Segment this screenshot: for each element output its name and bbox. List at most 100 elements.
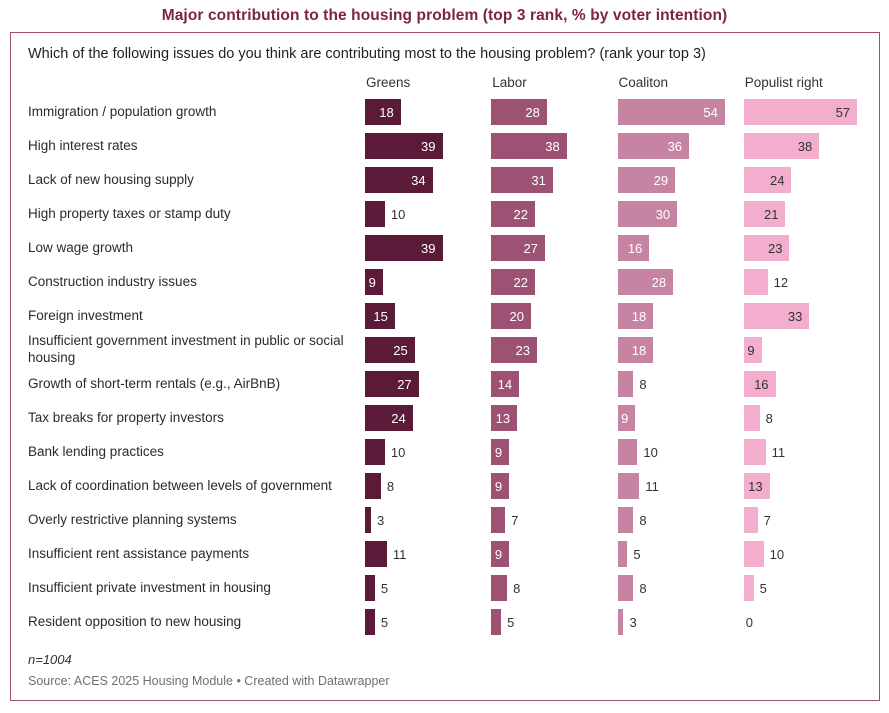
bar-coaliton: 18 [617, 337, 654, 363]
bar-populist-right: 21 [743, 201, 786, 227]
table-row: Lack of new housing supply 34 31 29 24 [28, 163, 863, 197]
chart-footer: n=1004 Source: ACES 2025 Housing Module … [28, 652, 863, 688]
bar-cell-labor: 9 [491, 435, 610, 469]
bar-greens: 24 [365, 405, 413, 431]
table-row: Foreign investment 15 20 18 33 [28, 299, 863, 333]
bar-greens: 15 [365, 303, 395, 329]
table-row: Bank lending practices 10 9 10 11 [28, 435, 863, 469]
bar-labor [491, 609, 502, 635]
bar-cell-populist-right: 7 [743, 503, 863, 537]
bar-value: 21 [764, 206, 779, 222]
bar-value: 38 [545, 138, 560, 154]
bar-value: 33 [787, 308, 803, 324]
bar-value: 28 [651, 274, 667, 290]
bar-labor: 13 [491, 405, 518, 431]
bar-cell-populist-right: 24 [743, 163, 863, 197]
bar-value: 16 [627, 240, 643, 256]
category-label: Growth of short-term rentals (e.g., AirB… [28, 375, 281, 391]
bar-labor: 23 [491, 337, 537, 363]
bar-cell-labor: 13 [491, 401, 610, 435]
bar-cell-greens: 39 [365, 231, 484, 265]
column-header-populist-right: Populist right [744, 75, 823, 90]
bar-populist-right: 57 [743, 99, 858, 125]
bar-cell-populist-right: 38 [743, 129, 863, 163]
column-header-row: Greens Labor Coaliton Populist right [28, 75, 863, 90]
bar-greens: 39 [365, 235, 443, 261]
sample-size-note: n=1004 [28, 652, 72, 667]
bar-cell-populist-right: 33 [743, 299, 863, 333]
bar-labor: 22 [491, 201, 535, 227]
bar-cell-populist-right: 57 [743, 95, 863, 129]
bar-labor: 14 [491, 371, 520, 397]
category-label: Lack of new housing supply [28, 171, 194, 187]
bar-coaliton [617, 371, 634, 397]
bar-coaliton: 54 [617, 99, 725, 125]
table-row: Resident opposition to new housing 5 5 3 0 [28, 605, 863, 639]
bar-cell-labor: 31 [491, 163, 610, 197]
bar-value: 39 [421, 138, 436, 154]
bar-value: 27 [397, 376, 412, 392]
category-label: Overly restrictive planning systems [28, 511, 237, 527]
bar-value: 22 [513, 274, 528, 290]
bar-cell-greens: 34 [365, 163, 484, 197]
table-row: Low wage growth 39 27 16 23 [28, 231, 863, 265]
bar-coaliton: 30 [617, 201, 678, 227]
bar-value: 7 [763, 512, 771, 528]
bar-greens [365, 507, 371, 533]
bar-value: 8 [639, 580, 647, 596]
chart-rows: Immigration / population growth 18 28 54 57 H… [28, 95, 863, 639]
bar-coaliton: 29 [617, 167, 676, 193]
bar-coaliton: 16 [617, 235, 650, 261]
bar-populist-right [743, 439, 766, 465]
bar-populist-right: 24 [743, 167, 792, 193]
bar-cell-populist-right: 10 [743, 537, 863, 571]
category-label: Insufficient rent assistance payments [28, 545, 250, 561]
bar-cell-coaliton: 18 [617, 299, 737, 333]
bar-value: 29 [653, 172, 669, 188]
bar-populist-right: 38 [743, 133, 820, 159]
bar-cell-greens: 25 [365, 333, 484, 367]
bar-cell-greens: 11 [365, 537, 484, 571]
bar-greens [365, 575, 375, 601]
category-label: Insufficient private investment in housi… [28, 579, 271, 595]
bar-value: 9 [494, 478, 503, 494]
bar-cell-coaliton: 54 [617, 95, 737, 129]
bar-labor: 9 [491, 541, 510, 567]
bar-coaliton [617, 473, 640, 499]
bar-value: 10 [390, 206, 406, 222]
bar-cell-populist-right: 13 [743, 469, 863, 503]
table-row: Immigration / population growth 18 28 54 57 [28, 95, 863, 129]
bar-cell-coaliton: 18 [617, 333, 737, 367]
bar-cell-greens: 15 [365, 299, 484, 333]
bar-greens: 9 [365, 269, 383, 295]
bar-coaliton [617, 507, 634, 533]
bar-value: 34 [411, 172, 426, 188]
bar-value: 8 [639, 512, 647, 528]
bar-value: 38 [797, 138, 813, 154]
bar-value: 9 [621, 410, 629, 426]
table-row: Growth of short-term rentals (e.g., AirB… [28, 367, 863, 401]
category-label: Insufficient government investment in pu… [28, 333, 344, 365]
bar-cell-populist-right: 5 [743, 571, 863, 605]
bar-labor: 20 [491, 303, 531, 329]
table-row: Insufficient private investment in housi… [28, 571, 863, 605]
bar-value: 7 [511, 512, 519, 528]
bar-cell-labor: 9 [491, 537, 610, 571]
bar-cell-greens: 10 [365, 435, 484, 469]
bar-value: 18 [631, 308, 647, 324]
bar-value: 5 [380, 580, 389, 596]
bar-labor [491, 507, 506, 533]
bar-greens: 18 [365, 99, 401, 125]
bar-value: 10 [643, 444, 658, 460]
bar-value: 36 [667, 138, 683, 154]
table-row: Overly restrictive planning systems 3 7 8 7 [28, 503, 863, 537]
category-label: Bank lending practices [28, 443, 164, 459]
bar-greens: 27 [365, 371, 419, 397]
bar-value: 24 [391, 410, 406, 426]
column-header-greens: Greens [366, 75, 411, 90]
bar-coaliton [617, 439, 638, 465]
bar-value: 22 [513, 206, 528, 222]
bar-value: 9 [747, 342, 755, 358]
source-line: Source: ACES 2025 Housing Module • Creat… [28, 674, 390, 688]
